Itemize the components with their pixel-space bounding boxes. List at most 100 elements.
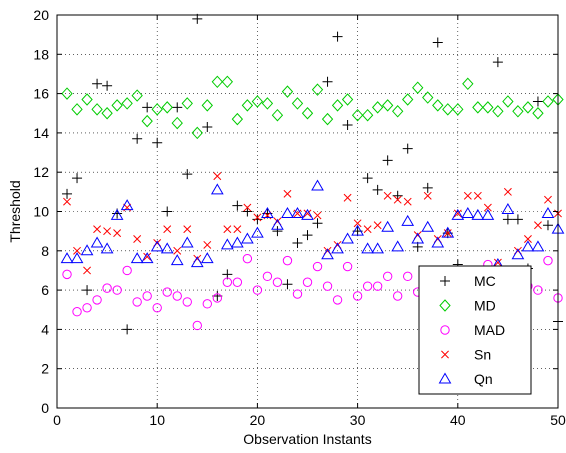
data-point-mc (272, 226, 283, 237)
data-point-md (532, 107, 544, 120)
data-point-mc (192, 13, 203, 24)
data-point-md (261, 97, 274, 110)
data-point-mc (412, 241, 423, 252)
y-tick-label: 6 (41, 282, 49, 298)
y-tick-label: 8 (41, 243, 49, 259)
data-point-sn (93, 225, 102, 234)
data-point-sn (363, 225, 372, 234)
data-point-qn (381, 220, 395, 232)
data-point-mad (132, 297, 142, 307)
data-point-mad (122, 265, 132, 276)
data-point-mad (72, 307, 82, 317)
data-point-md (351, 108, 364, 122)
data-point-md (201, 99, 213, 112)
data-point-mad (362, 281, 373, 291)
data-point-md (412, 81, 424, 94)
data-point-sn (303, 209, 312, 218)
data-point-qn (110, 208, 124, 220)
data-point-md (492, 105, 504, 118)
data-point-md (271, 108, 284, 122)
axis-ticks: 0 10 20 30 40 50 0 2 4 6 8 10 12 14 16 18 20 (33, 7, 566, 428)
data-point-qn (441, 226, 455, 238)
data-points (60, 13, 565, 380)
data-point-qn (130, 252, 144, 264)
data-point-qn (80, 244, 94, 256)
data-point-qn (481, 208, 495, 220)
data-point-mc (82, 285, 93, 296)
legend-marker-md (439, 299, 451, 312)
data-point-qn (361, 242, 374, 254)
data-point-sn (523, 235, 532, 243)
data-point-mc (122, 324, 133, 335)
data-point-sn (463, 191, 472, 200)
data-point-mad (372, 281, 383, 291)
series-mc (62, 13, 563, 380)
data-point-md (341, 93, 354, 106)
data-point-qn (321, 248, 334, 260)
data-point-mc (382, 155, 393, 166)
data-point-md (522, 101, 534, 114)
data-point-mad (222, 277, 233, 287)
data-point-md (482, 101, 494, 114)
data-point-md (402, 93, 414, 106)
data-point-qn (421, 220, 435, 232)
data-point-mad (262, 271, 273, 282)
legend-item-qn: Qn (438, 371, 493, 387)
data-point-md (121, 97, 133, 110)
data-point-mad (252, 285, 263, 295)
data-point-md (281, 85, 294, 98)
data-point-mc (492, 57, 503, 68)
data-point-sn (423, 191, 432, 200)
data-point-sn (173, 246, 182, 255)
data-point-mc (332, 31, 343, 42)
data-point-md (131, 89, 143, 102)
data-point-md (381, 99, 394, 112)
data-point-sn (283, 189, 292, 198)
data-point-sn (353, 219, 362, 228)
data-point-mc (322, 76, 333, 87)
data-point-mc (512, 214, 523, 225)
data-point-qn (531, 240, 545, 252)
data-point-mad (232, 277, 243, 287)
data-point-sn (243, 203, 252, 212)
data-point-md (542, 95, 554, 108)
data-point-mad (312, 261, 323, 272)
data-point-qn (180, 236, 194, 248)
data-point-qn (200, 252, 214, 264)
data-point-qn (90, 236, 104, 248)
legend-marker-qn (438, 372, 452, 384)
y-tick-label: 10 (33, 204, 49, 220)
legend-label-mad: MAD (474, 322, 505, 338)
data-point-md (291, 97, 304, 110)
legend-item-mad: MAD (440, 322, 505, 338)
data-point-mad (112, 285, 122, 295)
data-point-qn (100, 242, 114, 254)
x-tick-label: 50 (550, 412, 566, 428)
data-point-sn (393, 195, 402, 204)
data-point-mc (372, 184, 383, 195)
data-point-sn (113, 229, 122, 238)
data-point-sn (233, 225, 242, 234)
data-point-md (111, 99, 123, 112)
series-qn (60, 179, 565, 270)
data-point-qn (140, 252, 154, 264)
data-point-qn (230, 236, 244, 248)
data-point-qn (431, 236, 445, 248)
data-point-qn (401, 214, 415, 226)
data-point-mc (402, 143, 413, 154)
data-point-qn (190, 256, 204, 268)
data-point-sn (443, 229, 452, 238)
data-point-mad (342, 261, 353, 272)
data-point-sn (133, 235, 142, 243)
data-point-sn (143, 252, 152, 261)
grid-lines (57, 15, 558, 408)
data-point-sn (483, 203, 492, 212)
y-tick-label: 16 (33, 86, 49, 102)
data-point-mad (392, 291, 403, 301)
data-point-mc (502, 214, 513, 225)
data-point-sn (473, 191, 482, 200)
legend-marker-sn (441, 350, 449, 359)
data-point-mad (172, 291, 182, 301)
data-point-md (191, 126, 203, 140)
data-point-sn (203, 240, 212, 249)
